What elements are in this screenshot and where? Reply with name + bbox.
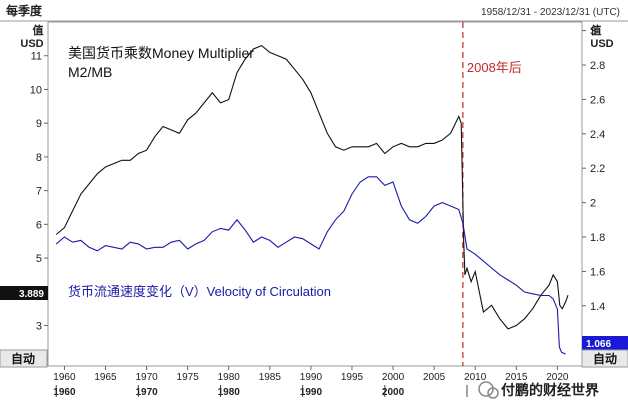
x-tick-label: 1960 [53, 372, 76, 383]
x-tick-label: 1995 [341, 372, 364, 383]
right-tick-label: 2.8 [590, 60, 605, 72]
multiplier-annotation-line1: 美国货币乘数Money Multiplier [68, 45, 254, 61]
right-tick-label: 2 [590, 198, 596, 210]
x-tick-label: 2020 [546, 372, 569, 383]
left-tick-label: 3 [36, 321, 42, 333]
right-axis: 1.21.41.61.822.22.42.62.83 [582, 26, 605, 347]
left-tick-label: 8 [36, 152, 42, 164]
multiplier-annotation-line2: M2/MB [68, 64, 112, 80]
x-decade-label: 1990 [300, 387, 323, 398]
left-tick-label: 7 [36, 186, 42, 198]
right-tick-label: 2.4 [590, 129, 605, 141]
velocity-annotation: 货币流通速度变化（V）Velocity of Circulation [68, 284, 331, 299]
left-axis: 234567891011 [30, 51, 48, 366]
plot-area [48, 22, 582, 366]
left-tick-label: 11 [31, 51, 42, 63]
x-decade-label: 1960 [53, 387, 76, 398]
velocity-line [55, 176, 566, 355]
right-value-label: 值 [591, 23, 602, 37]
right-current-value: 1.066 [586, 339, 611, 350]
money-multiplier-line [55, 44, 569, 330]
auto-scale-right-button[interactable]: 自动 [581, 349, 628, 368]
left-tick-label: 5 [36, 253, 42, 265]
right-tick-label: 2.6 [590, 94, 605, 106]
x-decade-label: 1980 [218, 387, 241, 398]
left-tick-label: 6 [36, 219, 42, 231]
auto-scale-left-label: 自动 [11, 351, 35, 366]
x-decade-label: 1970 [135, 387, 158, 398]
x-axis: 1960 1965 1970 1975 1980 1985 1990 1995 2000 2005… [53, 366, 569, 398]
auto-scale-right-label: 自动 [593, 351, 617, 366]
x-tick-label: 1990 [300, 372, 323, 383]
left-value-label: 值 [33, 23, 44, 37]
watermark: 付鹏的财经世界 [478, 381, 600, 399]
x-decade-label: 2000 [382, 387, 405, 398]
right-tick-label: 2.2 [590, 163, 605, 175]
frequency-label: 每季度 [6, 3, 43, 18]
auto-scale-left-button[interactable]: 自动 [0, 349, 48, 368]
right-tick-label: 1.8 [590, 232, 605, 244]
x-tick-label: 1985 [259, 372, 282, 383]
x-tick-label: 2005 [423, 372, 446, 383]
left-current-value: 3.889 [19, 289, 44, 300]
x-tick-label: 1970 [135, 372, 158, 383]
wechat-icon-inner [487, 387, 499, 399]
x-tick-label: 1980 [218, 372, 241, 383]
wechat-icon [478, 381, 494, 397]
right-current-value-badge [582, 336, 628, 350]
plot-frame [47, 21, 583, 367]
x-tick-label: 2010 [464, 372, 487, 383]
right-tick-label: 1.6 [590, 266, 605, 278]
date-range-label: 1958/12/31 - 2023/12/31 (UTC) [481, 7, 620, 18]
left-current-value-badge [0, 286, 48, 300]
left-unit-label: USD [20, 38, 43, 50]
right-tick-label: 3 [590, 26, 596, 38]
x-tick-label: 2015 [505, 372, 528, 383]
left-tick-label: 10 [30, 84, 42, 96]
right-tick-label: 1.4 [590, 301, 605, 313]
marker-label: 2008年后 [467, 60, 522, 75]
left-tick-label: 9 [36, 118, 42, 130]
right-unit-label: USD [590, 38, 613, 50]
watermark-text: 付鹏的财经世界 [501, 382, 600, 398]
x-tick-label: 1965 [94, 372, 117, 383]
x-tick-label: 2000 [382, 372, 405, 383]
x-tick-label: 1975 [177, 372, 200, 383]
